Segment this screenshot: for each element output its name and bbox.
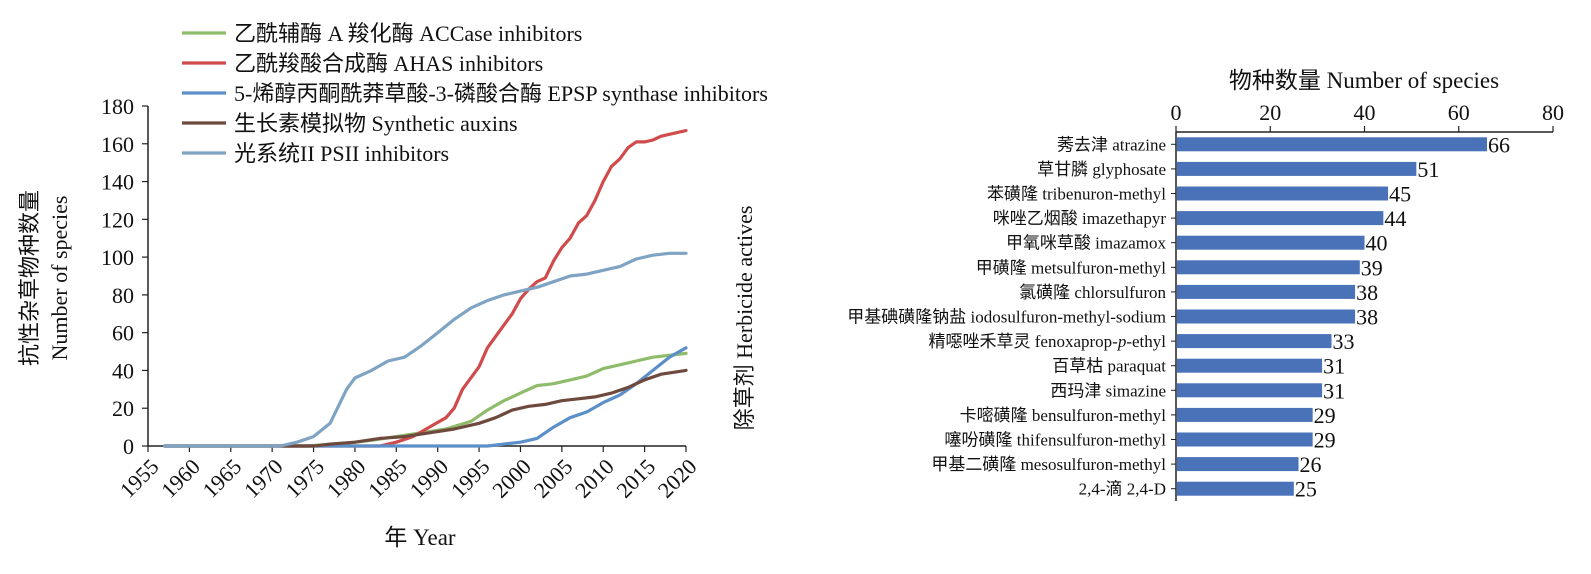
italic-prefix: p bbox=[1117, 332, 1127, 351]
bar-chart-title: 物种数量 Number of species bbox=[1229, 68, 1499, 93]
bar-chart-axes: 0 20 40 60 80 bbox=[1171, 100, 1564, 501]
bar-category-label-3: 咪唑乙烟酸 imazethapyr bbox=[993, 209, 1167, 228]
bar-data-label-5: 39 bbox=[1361, 255, 1383, 280]
bar-data-label-2: 45 bbox=[1389, 182, 1411, 207]
bar-data-label-1: 51 bbox=[1417, 157, 1439, 182]
bar-5 bbox=[1177, 260, 1360, 275]
line-chart-y-tick-label: 40 bbox=[112, 358, 134, 383]
bar-11 bbox=[1177, 407, 1313, 422]
line-chart-x-tick-label: 1980 bbox=[322, 454, 371, 503]
bar-data-label-13: 26 bbox=[1300, 452, 1322, 477]
bar-0 bbox=[1177, 137, 1488, 152]
line-chart-y-tick-label: 140 bbox=[101, 170, 134, 195]
bar-category-label-6: 氯磺隆 chlorsulfuron bbox=[1019, 283, 1166, 302]
bar-category-label-12: 噻吩磺隆 thifensulfuron-methyl bbox=[945, 431, 1167, 450]
legend-label-4: 光系统II PSII inhibitors bbox=[234, 141, 449, 166]
bar-category-label-8: 精噁唑禾草灵 fenoxaprop-p-ethyl bbox=[929, 332, 1167, 351]
bar-4 bbox=[1177, 235, 1365, 250]
bar-chart-x-tick-label: 20 bbox=[1259, 100, 1281, 125]
bar-9 bbox=[1177, 358, 1323, 373]
line-chart-x-tick-label: 2015 bbox=[611, 454, 660, 503]
bar-data-label-9: 31 bbox=[1323, 354, 1345, 379]
bar-data-label-4: 40 bbox=[1366, 231, 1388, 256]
bar-chart-x-tick-label: 40 bbox=[1354, 100, 1376, 125]
series-line-1 bbox=[163, 129, 688, 448]
bar-data-label-10: 31 bbox=[1323, 378, 1345, 403]
bar-category-label-2: 苯磺隆 tribenuron-methyl bbox=[987, 185, 1166, 204]
bar-data-label-11: 29 bbox=[1314, 403, 1336, 428]
bar-8 bbox=[1177, 334, 1332, 349]
bar-data-label-8: 33 bbox=[1333, 329, 1355, 354]
bar-10 bbox=[1177, 383, 1323, 398]
bar-chart-y-label: 除草剂 Herbicide actives bbox=[732, 206, 757, 431]
line-chart-legend: 乙酰辅酶 A 羧化酶 ACCase inhibitors 乙酰羧酸合成酶 AHAS… bbox=[182, 21, 768, 166]
bar-14 bbox=[1177, 481, 1294, 496]
bar-chart-y-label-group: 除草剂 Herbicide actives bbox=[732, 206, 757, 431]
bar-category-label-13: 甲基二磺隆 mesosulfuron-methyl bbox=[931, 455, 1166, 474]
line-chart-x-tick-label: 2005 bbox=[529, 454, 578, 503]
legend-label-3: 生长素模拟物 Synthetic auxins bbox=[234, 111, 518, 136]
legend-label-2: 5-烯醇丙酮酰莽草酸-3-磷酸合酶 EPSP synthase inhibito… bbox=[234, 81, 768, 106]
bar-chart: 物种数量 Number of species 除草剂 Herbicide act… bbox=[732, 68, 1564, 502]
series-line-4 bbox=[163, 251, 688, 448]
bar-category-label-9: 百草枯 paraquat bbox=[1052, 357, 1166, 376]
line-chart-y-tick-label: 80 bbox=[112, 283, 134, 308]
line-chart-x-tick-label: 2010 bbox=[570, 454, 619, 503]
bar-category-label-14: 2,4-滴 2,4-D bbox=[1079, 480, 1166, 499]
line-chart-x-tick-label: 2020 bbox=[653, 454, 702, 503]
line-chart-x-tick-label: 1970 bbox=[239, 454, 288, 503]
line-chart: 乙酰辅酶 A 羧化酶 ACCase inhibitors 乙酰羧酸合成酶 AHAS… bbox=[17, 21, 768, 550]
series-line-3 bbox=[163, 368, 688, 448]
bar-6 bbox=[1177, 284, 1356, 299]
bar-category-label-5: 甲磺隆 metsulfuron-methyl bbox=[976, 258, 1167, 277]
legend-label-0: 乙酰辅酶 A 羧化酶 ACCase inhibitors bbox=[234, 21, 582, 46]
legend-label-1: 乙酰羧酸合成酶 AHAS inhibitors bbox=[234, 51, 543, 76]
bar-data-label-12: 29 bbox=[1314, 428, 1336, 453]
line-chart-x-tick-label: 1955 bbox=[115, 454, 164, 503]
bar-12 bbox=[1177, 432, 1313, 447]
line-chart-y-label-en: Number of species bbox=[47, 196, 72, 361]
bar-category-label-7: 甲基碘磺隆钠盐 iodosulfuron-methyl-sodium bbox=[847, 308, 1166, 327]
bar-1 bbox=[1177, 161, 1417, 176]
bar-category-label-1: 草甘膦 glyphosate bbox=[1037, 160, 1166, 179]
line-chart-y-tick-label: 60 bbox=[112, 321, 134, 346]
line-chart-x-tick-label: 1995 bbox=[446, 454, 495, 503]
line-chart-x-tick-label: 1965 bbox=[198, 454, 247, 503]
bar-category-label-0: 莠去津 atrazine bbox=[1057, 135, 1166, 154]
bar-data-label-14: 25 bbox=[1295, 477, 1317, 502]
bar-data-label-7: 38 bbox=[1356, 305, 1378, 330]
line-chart-series bbox=[163, 129, 688, 448]
bar-category-label-11: 卡嘧磺隆 bensulfuron-methyl bbox=[960, 406, 1167, 425]
bar-3 bbox=[1177, 211, 1384, 226]
bar-chart-x-tick-label: 60 bbox=[1448, 100, 1470, 125]
line-chart-y-tick-label: 20 bbox=[112, 396, 134, 421]
bar-7 bbox=[1177, 309, 1356, 324]
bar-chart-bars: 莠去津 atrazine 66 草甘膦 glyphosate 51 苯磺隆 triben… bbox=[847, 132, 1510, 501]
line-chart-y-label-group: 抗性杂草物种数量 Number of species bbox=[17, 190, 72, 366]
bar-13 bbox=[1177, 457, 1299, 472]
line-chart-y-tick-label: 0 bbox=[123, 434, 134, 459]
line-chart-x-tick-label: 2000 bbox=[487, 454, 536, 503]
bar-category-label-4: 甲氧咪草酸 imazamox bbox=[1006, 234, 1167, 253]
bar-2 bbox=[1177, 186, 1389, 201]
series-line-2 bbox=[163, 346, 688, 448]
line-chart-x-tick-label: 1985 bbox=[363, 454, 412, 503]
line-chart-y-tick-label: 120 bbox=[101, 207, 134, 232]
line-chart-y-tick-label: 100 bbox=[101, 245, 134, 270]
line-chart-y-tick-label: 180 bbox=[101, 94, 134, 119]
bar-data-label-6: 38 bbox=[1356, 280, 1378, 305]
bar-chart-x-tick-label: 0 bbox=[1171, 100, 1182, 125]
line-chart-y-label-zh: 抗性杂草物种数量 bbox=[17, 190, 42, 366]
line-chart-y-tick-label: 160 bbox=[101, 132, 134, 157]
bar-data-label-0: 66 bbox=[1488, 132, 1510, 157]
bar-category-label-10: 西玛津 simazine bbox=[1050, 381, 1166, 400]
line-chart-x-label: 年 Year bbox=[384, 525, 455, 550]
line-chart-x-tick-label: 1975 bbox=[280, 454, 329, 503]
bar-data-label-3: 44 bbox=[1384, 206, 1406, 231]
bar-chart-x-tick-label: 80 bbox=[1542, 100, 1564, 125]
line-chart-x-tick-label: 1960 bbox=[156, 454, 205, 503]
line-chart-x-tick-label: 1990 bbox=[404, 454, 453, 503]
